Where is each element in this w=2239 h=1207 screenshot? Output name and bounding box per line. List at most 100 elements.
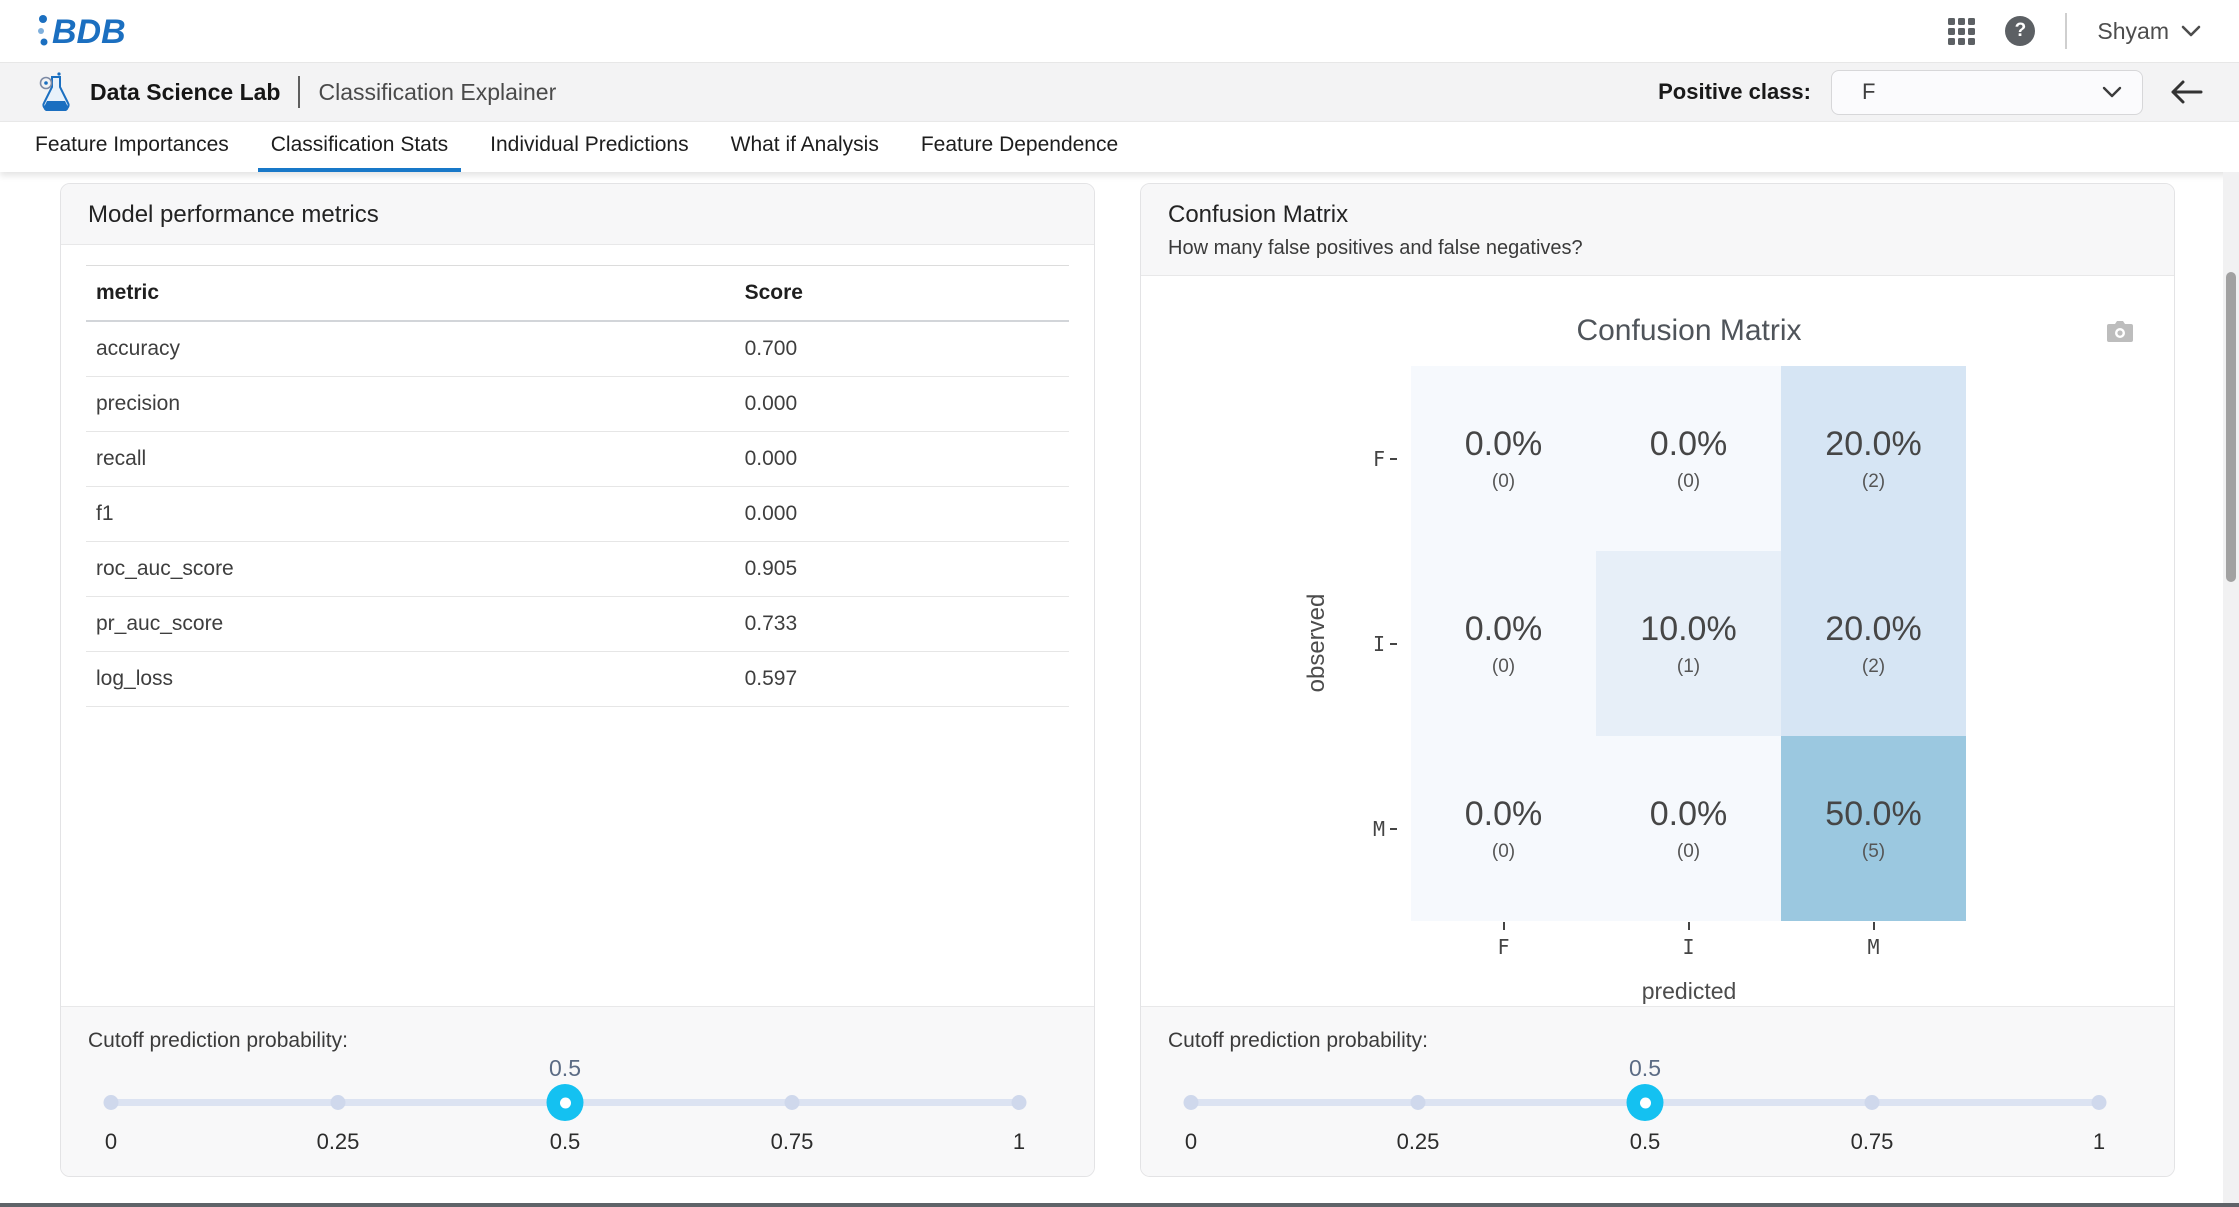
panel-header: Confusion Matrix How many false positive… [1141,184,2174,276]
slider-tick-label: 0 [105,1129,117,1155]
app-window: BDB ? Shyam Data Scienc [0,0,2239,1207]
data-science-lab-icon [36,71,76,113]
matrix-cell-I-I[interactable]: 10.0% (1) [1596,551,1781,736]
slider-dot[interactable] [1411,1095,1426,1110]
bdb-logo[interactable]: BDB [36,9,156,53]
download-plot-camera-icon[interactable] [2106,320,2134,349]
user-name: Shyam [2097,18,2169,45]
cell-percent: 0.0% [1465,610,1543,649]
cell-count: (1) [1677,656,1700,678]
confusion-panel-body: Confusion Matrix observed F I M [1141,276,2174,1006]
x-axis-title: predicted [1411,978,1967,1005]
matrix-cell-M-F[interactable]: 0.0% (0) [1411,736,1596,921]
cell-count: (0) [1492,471,1515,493]
slider-value: 0.5 [549,1055,581,1082]
page-title: Classification Explainer [318,79,556,106]
y-tick-I: I [1331,551,1397,736]
cell-percent: 0.0% [1650,795,1728,834]
help-icon[interactable]: ? [2005,16,2035,46]
metric-name: log_loss [86,667,745,691]
model-performance-panel: Model performance metrics metric Score a… [60,183,1095,1177]
metrics-table: metric Score accuracy 0.700 precision 0.… [86,265,1069,707]
cell-percent: 0.0% [1465,795,1543,834]
matrix-cell-M-M[interactable]: 50.0% (5) [1781,736,1966,921]
confusion-matrix-heatmap[interactable]: 0.0% (0) 0.0% (0) 20.0% (2) 0.0% [1411,366,1966,921]
vertical-scrollbar[interactable] [2223,172,2239,1203]
slider-tick-label: 0.25 [1397,1129,1440,1155]
metric-name: pr_auc_score [86,612,745,636]
positive-class-label: Positive class: [1658,79,1811,105]
slider-dot[interactable] [1184,1095,1199,1110]
metric-score: 0.000 [745,392,1069,416]
confusion-matrix-plot: Confusion Matrix observed F I M [1141,276,2174,1006]
slider-dot[interactable] [1865,1095,1880,1110]
panel-title: Model performance metrics [88,201,1067,229]
cell-count: (0) [1677,471,1700,493]
table-row: accuracy 0.700 [86,322,1069,377]
column-header-score: Score [745,281,1069,305]
slider-dot[interactable] [785,1095,800,1110]
matrix-cell-F-F[interactable]: 0.0% (0) [1411,366,1596,551]
chevron-down-icon [2102,86,2122,98]
slider-tick-label: 1 [2093,1129,2105,1155]
cell-percent: 50.0% [1825,795,1921,834]
table-row: pr_auc_score 0.733 [86,597,1069,652]
matrix-cell-M-I[interactable]: 0.0% (0) [1596,736,1781,921]
metric-score: 0.000 [745,502,1069,526]
column-header-metric: metric [86,281,745,305]
slider-dot[interactable] [331,1095,346,1110]
metric-name: f1 [86,502,745,526]
content-area: Model performance metrics metric Score a… [0,172,2239,1203]
slider-tick-label: 0.25 [317,1129,360,1155]
slider-dot[interactable] [1012,1095,1027,1110]
matrix-cell-F-M[interactable]: 20.0% (2) [1781,366,1966,551]
x-tick-I: I [1596,922,1781,959]
slider-dot[interactable] [104,1095,119,1110]
scrollbar-thumb[interactable] [2226,272,2236,582]
metric-name: precision [86,392,745,416]
back-button[interactable] [2169,79,2203,105]
cell-percent: 20.0% [1825,425,1921,464]
slider-tick-label: 1 [1013,1129,1025,1155]
slider-tick-label: 0 [1185,1129,1197,1155]
slider-dot[interactable] [2092,1095,2107,1110]
cell-count: (5) [1862,841,1885,863]
tab-individual-predictions[interactable]: Individual Predictions [477,122,701,172]
arrow-left-icon [2169,79,2203,105]
tab-what-if-analysis[interactable]: What if Analysis [718,122,892,172]
apps-grid-icon[interactable] [1948,18,1975,45]
tab-feature-importances[interactable]: Feature Importances [22,122,242,172]
chevron-down-icon [2181,25,2201,37]
cell-percent: 10.0% [1640,610,1736,649]
cutoff-slider[interactable]: 0.5 [1191,1053,2099,1125]
metric-score: 0.700 [745,337,1069,361]
matrix-cell-F-I[interactable]: 0.0% (0) [1596,366,1781,551]
cell-percent: 20.0% [1825,610,1921,649]
table-header-row: metric Score [86,265,1069,322]
top-bar: BDB ? Shyam [0,0,2239,62]
cell-count: (0) [1492,656,1515,678]
metric-score: 0.733 [745,612,1069,636]
metric-name: roc_auc_score [86,557,745,581]
slider-handle[interactable] [547,1084,584,1121]
cell-count: (0) [1492,841,1515,863]
positive-class-value: F [1862,79,1875,105]
panel-header: Model performance metrics [61,184,1094,245]
cutoff-slider[interactable]: 0.5 [111,1053,1019,1125]
y-tick-M: M [1331,736,1397,921]
slider-tick-label: 0.75 [771,1129,814,1155]
slider-handle[interactable] [1627,1084,1664,1121]
cutoff-section: Cutoff prediction probability: 0.5 0 0.2… [1141,1006,2174,1176]
slider-tick-labels: 0 0.25 0.5 0.75 1 [1191,1129,2099,1157]
topbar-divider [2065,13,2067,49]
positive-class-select[interactable]: F [1831,70,2143,115]
cell-percent: 0.0% [1465,425,1543,464]
matrix-cell-I-F[interactable]: 0.0% (0) [1411,551,1596,736]
tab-feature-dependence[interactable]: Feature Dependence [908,122,1131,172]
tab-classification-stats[interactable]: Classification Stats [258,122,461,172]
cell-count: (2) [1862,471,1885,493]
matrix-cell-I-M[interactable]: 20.0% (2) [1781,551,1966,736]
table-row: log_loss 0.597 [86,652,1069,707]
user-menu[interactable]: Shyam [2097,18,2201,45]
tab-bar: Feature Importances Classification Stats… [0,122,2239,172]
